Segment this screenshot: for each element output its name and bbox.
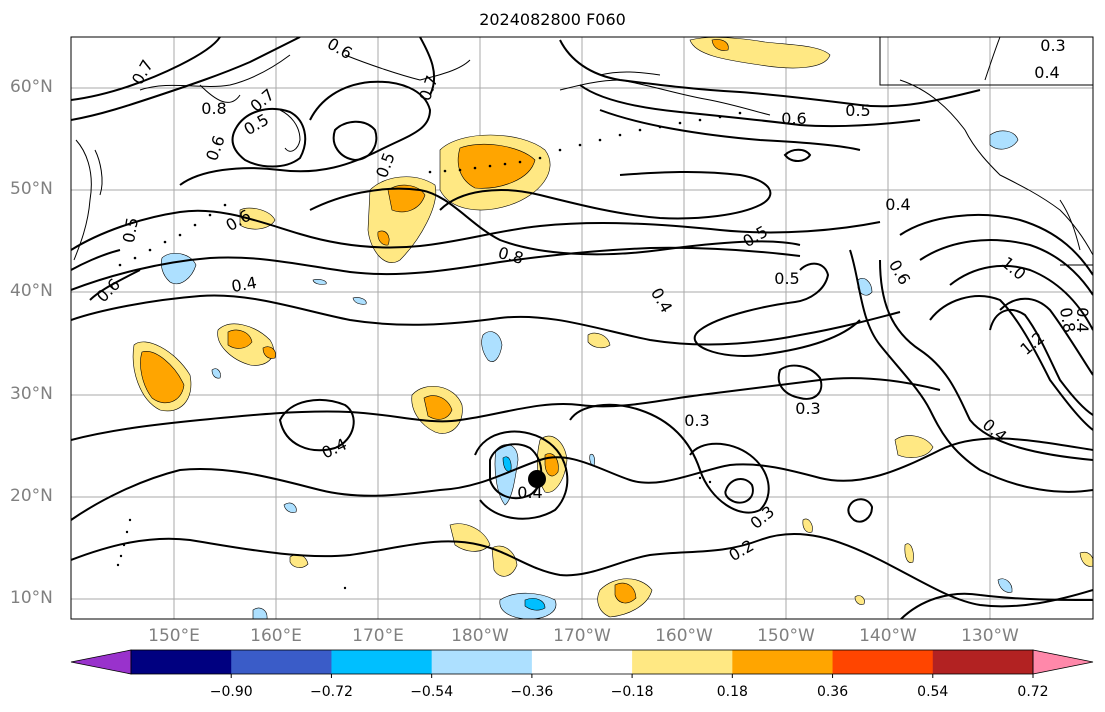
lon-label: 160°E bbox=[250, 626, 302, 646]
colorbar-segment bbox=[531, 650, 633, 674]
colorbar-tick-label: −0.54 bbox=[410, 684, 454, 700]
contour-label: 0.4 bbox=[1073, 307, 1092, 332]
contour-label: 0.4 bbox=[230, 273, 258, 296]
colorbar-tick-label: −0.36 bbox=[510, 684, 554, 700]
contour-label: 0.8 bbox=[1056, 306, 1079, 334]
lat-label: 20°N bbox=[10, 486, 53, 506]
storm-center-icon bbox=[528, 470, 546, 488]
colorbar-tick-label: −0.90 bbox=[209, 684, 253, 700]
contour-label: 0.5 bbox=[119, 216, 142, 244]
contour-label: 0.5 bbox=[845, 101, 870, 120]
colorbar-tick-label: −0.72 bbox=[309, 684, 353, 700]
contour-lines bbox=[71, 37, 1093, 619]
colorbar-segment bbox=[732, 650, 834, 674]
colorbar-tick-label: 0.72 bbox=[1017, 684, 1049, 700]
colorbar-extend-low bbox=[70, 649, 132, 675]
colorbar-segment bbox=[331, 650, 433, 674]
contour-label: 0.3 bbox=[795, 399, 820, 418]
contour-label: 0.4 bbox=[1034, 63, 1059, 82]
lon-label: 170°W bbox=[553, 626, 611, 646]
chart-title: 2024082800 F060 bbox=[479, 10, 626, 29]
lon-label: 170°E bbox=[352, 626, 404, 646]
lon-label: 130°W bbox=[961, 626, 1019, 646]
lon-label: 150°W bbox=[757, 626, 815, 646]
shading-negative bbox=[160, 130, 1019, 619]
map-frame bbox=[70, 36, 1094, 620]
colorbar-extend-high bbox=[1032, 649, 1094, 675]
colorbar-tick-label: 0.54 bbox=[917, 684, 949, 700]
lat-label: 40°N bbox=[10, 281, 53, 301]
colorbar-tick-label: 0.90 bbox=[1098, 684, 1105, 700]
contour-label: 0.3 bbox=[684, 411, 709, 430]
colorbar-segment bbox=[431, 650, 533, 674]
colorbar-segment bbox=[832, 650, 934, 674]
colorbar-segment bbox=[932, 650, 1034, 674]
lat-label: 10°N bbox=[10, 588, 53, 608]
lat-label: 30°N bbox=[10, 384, 53, 404]
lon-label: 140°W bbox=[859, 626, 917, 646]
lon-label: 180°W bbox=[451, 626, 509, 646]
colorbar-segment bbox=[632, 650, 733, 674]
lat-label: 60°N bbox=[10, 77, 53, 97]
island-chain bbox=[116, 111, 742, 590]
graticule bbox=[71, 37, 1093, 619]
colorbar-tick-label: −0.18 bbox=[610, 684, 654, 700]
colorbar-outline bbox=[130, 649, 1034, 675]
contour-label: 0.8 bbox=[201, 99, 226, 118]
colorbar-tick-label: 0.36 bbox=[816, 684, 849, 700]
contour-label: 0.5 bbox=[774, 269, 799, 288]
lon-label: 150°E bbox=[148, 626, 200, 646]
colorbar-segment bbox=[231, 650, 332, 674]
contour-label: 0.4 bbox=[517, 483, 542, 502]
lon-label: 160°W bbox=[655, 626, 713, 646]
colorbar bbox=[70, 649, 1094, 678]
lat-label: 50°N bbox=[10, 179, 53, 199]
contour-label: 0.3 bbox=[1040, 36, 1065, 55]
contour-label: 0.6 bbox=[781, 109, 806, 128]
colorbar-tick-label: 0.18 bbox=[716, 684, 748, 700]
colorbar-segment bbox=[131, 650, 232, 674]
contour-label: 0.4 bbox=[885, 195, 910, 214]
